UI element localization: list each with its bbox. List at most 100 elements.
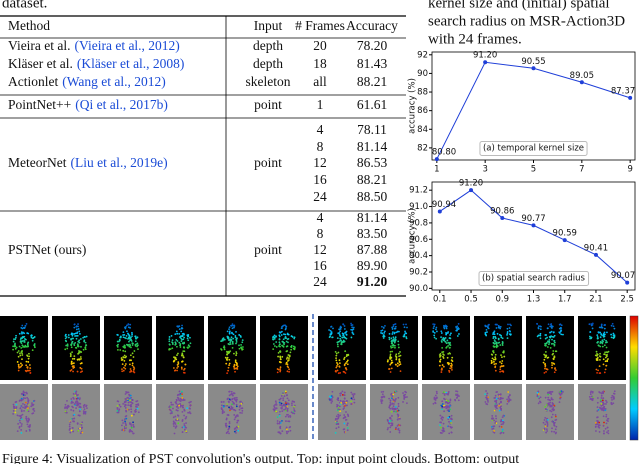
point-cloud-dot <box>277 368 280 371</box>
point-cloud-dot <box>122 334 124 336</box>
point-cloud-dot <box>185 426 188 429</box>
point-cloud-dot <box>486 326 489 329</box>
point-cloud-dot <box>499 344 502 346</box>
point-cloud-dot <box>549 325 552 328</box>
point-cloud-dot <box>559 323 562 326</box>
point-cloud-dot <box>389 426 392 429</box>
point-cloud-dot <box>78 414 81 417</box>
point-cloud-dot <box>79 338 82 340</box>
point-cloud-dot <box>224 356 227 359</box>
point <box>628 95 633 100</box>
point-cloud-dot <box>391 350 394 353</box>
point-cloud-dot <box>344 350 347 353</box>
point-cloud-dot <box>549 346 552 349</box>
point-cloud-dot <box>391 328 394 330</box>
point-cloud-dot <box>433 331 436 334</box>
point-cloud-dot <box>605 364 608 367</box>
point-cloud-dot <box>280 334 283 336</box>
point-cloud-dot <box>596 420 599 422</box>
point-cloud-dot <box>507 323 509 326</box>
point-cloud-dot <box>121 368 123 371</box>
point-cloud-dot <box>342 340 345 343</box>
point-cloud-dot <box>402 323 405 326</box>
point-cloud-dot <box>494 340 496 343</box>
point-cloud-dot <box>168 347 171 350</box>
point-cloud-dot <box>281 419 283 422</box>
point-cloud-dot <box>553 334 556 337</box>
point-cloud-dot <box>432 327 435 330</box>
x-tick-label: 3 <box>482 165 487 175</box>
point-cloud-dot <box>287 333 290 336</box>
point-cloud-dot <box>286 413 288 416</box>
point-cloud-dot <box>442 353 444 356</box>
point-cloud-dot <box>233 414 236 416</box>
point-cloud-dot <box>502 432 505 434</box>
point-cloud-dot <box>234 334 237 337</box>
point-cloud-dot <box>435 328 437 331</box>
point-cloud-dot <box>392 336 395 339</box>
method-name: MeteorNet <box>8 155 67 170</box>
point-cloud-dot <box>441 364 444 366</box>
point-cloud-dot <box>17 363 20 366</box>
point-cloud-dot <box>484 401 487 403</box>
point-cloud-dot <box>280 327 283 329</box>
point-cloud-dot <box>388 338 391 341</box>
point-cloud-dot <box>404 396 407 399</box>
point-cloud-dot <box>590 395 593 398</box>
point-cloud-dot <box>503 355 506 358</box>
point-cloud-dot <box>240 400 242 403</box>
point-cloud-dot <box>82 410 85 413</box>
point-cloud-dot <box>278 341 281 344</box>
point-cloud-dot <box>123 366 125 369</box>
accuracy-cell: 86.53 <box>357 155 388 170</box>
point-cloud-dot <box>232 333 235 336</box>
point-cloud-dot <box>286 403 289 405</box>
point-cloud-dot <box>380 402 383 405</box>
point-cloud-dot <box>170 334 173 337</box>
point-cloud-dot <box>19 354 22 357</box>
point-cloud-dot <box>73 326 76 329</box>
y-tick-label: 92 <box>417 50 428 60</box>
point-cloud-dot <box>231 323 234 326</box>
point-cloud-dot <box>227 337 230 339</box>
point-cloud-dot <box>233 430 236 433</box>
point-cloud-dot <box>337 345 339 348</box>
point-cloud-dot <box>277 351 280 354</box>
point-cloud-dot <box>395 397 397 400</box>
point-cloud-dot <box>558 393 561 395</box>
point-cloud-dot <box>336 369 339 372</box>
point-cloud-dot <box>285 361 288 364</box>
point-cloud-dot <box>75 347 78 349</box>
point-cloud-dot <box>402 335 405 338</box>
point-cloud-dot <box>125 424 127 427</box>
point-cloud-dot <box>116 340 119 343</box>
point-cloud-dot <box>235 340 238 343</box>
point-cloud-dot <box>233 363 236 366</box>
point-cloud-dot <box>64 410 67 413</box>
point <box>562 238 567 243</box>
point-cloud-dot <box>285 426 288 429</box>
point-cloud-dot <box>391 331 394 334</box>
point-cloud-dot <box>604 351 607 354</box>
point-cloud-dot <box>383 396 386 398</box>
point-cloud-dot <box>546 392 549 394</box>
point-cloud-dot <box>181 426 184 429</box>
point-cloud-dot <box>588 323 591 326</box>
method-cell: Vieira et al. (Vieira et al., 2012) <box>8 38 180 53</box>
point-cloud-dot <box>559 391 562 394</box>
point-cloud-dot <box>510 324 512 327</box>
point-cloud-dot <box>611 394 614 397</box>
point-cloud-dot <box>491 353 494 356</box>
point-cloud-dot <box>329 396 332 399</box>
point-cloud-dot <box>602 363 605 366</box>
point-cloud-dot <box>21 398 24 401</box>
point-cloud-dot <box>441 416 443 419</box>
point-cloud-dot <box>223 348 226 351</box>
point-cloud-dot <box>433 325 436 328</box>
point-cloud-dot <box>444 405 447 408</box>
point-cloud-dot <box>73 417 76 420</box>
point-cloud-dot <box>176 369 178 372</box>
point-cloud-dot <box>234 415 237 418</box>
point-cloud-dot <box>340 392 342 394</box>
point-cloud-dot <box>506 398 508 401</box>
